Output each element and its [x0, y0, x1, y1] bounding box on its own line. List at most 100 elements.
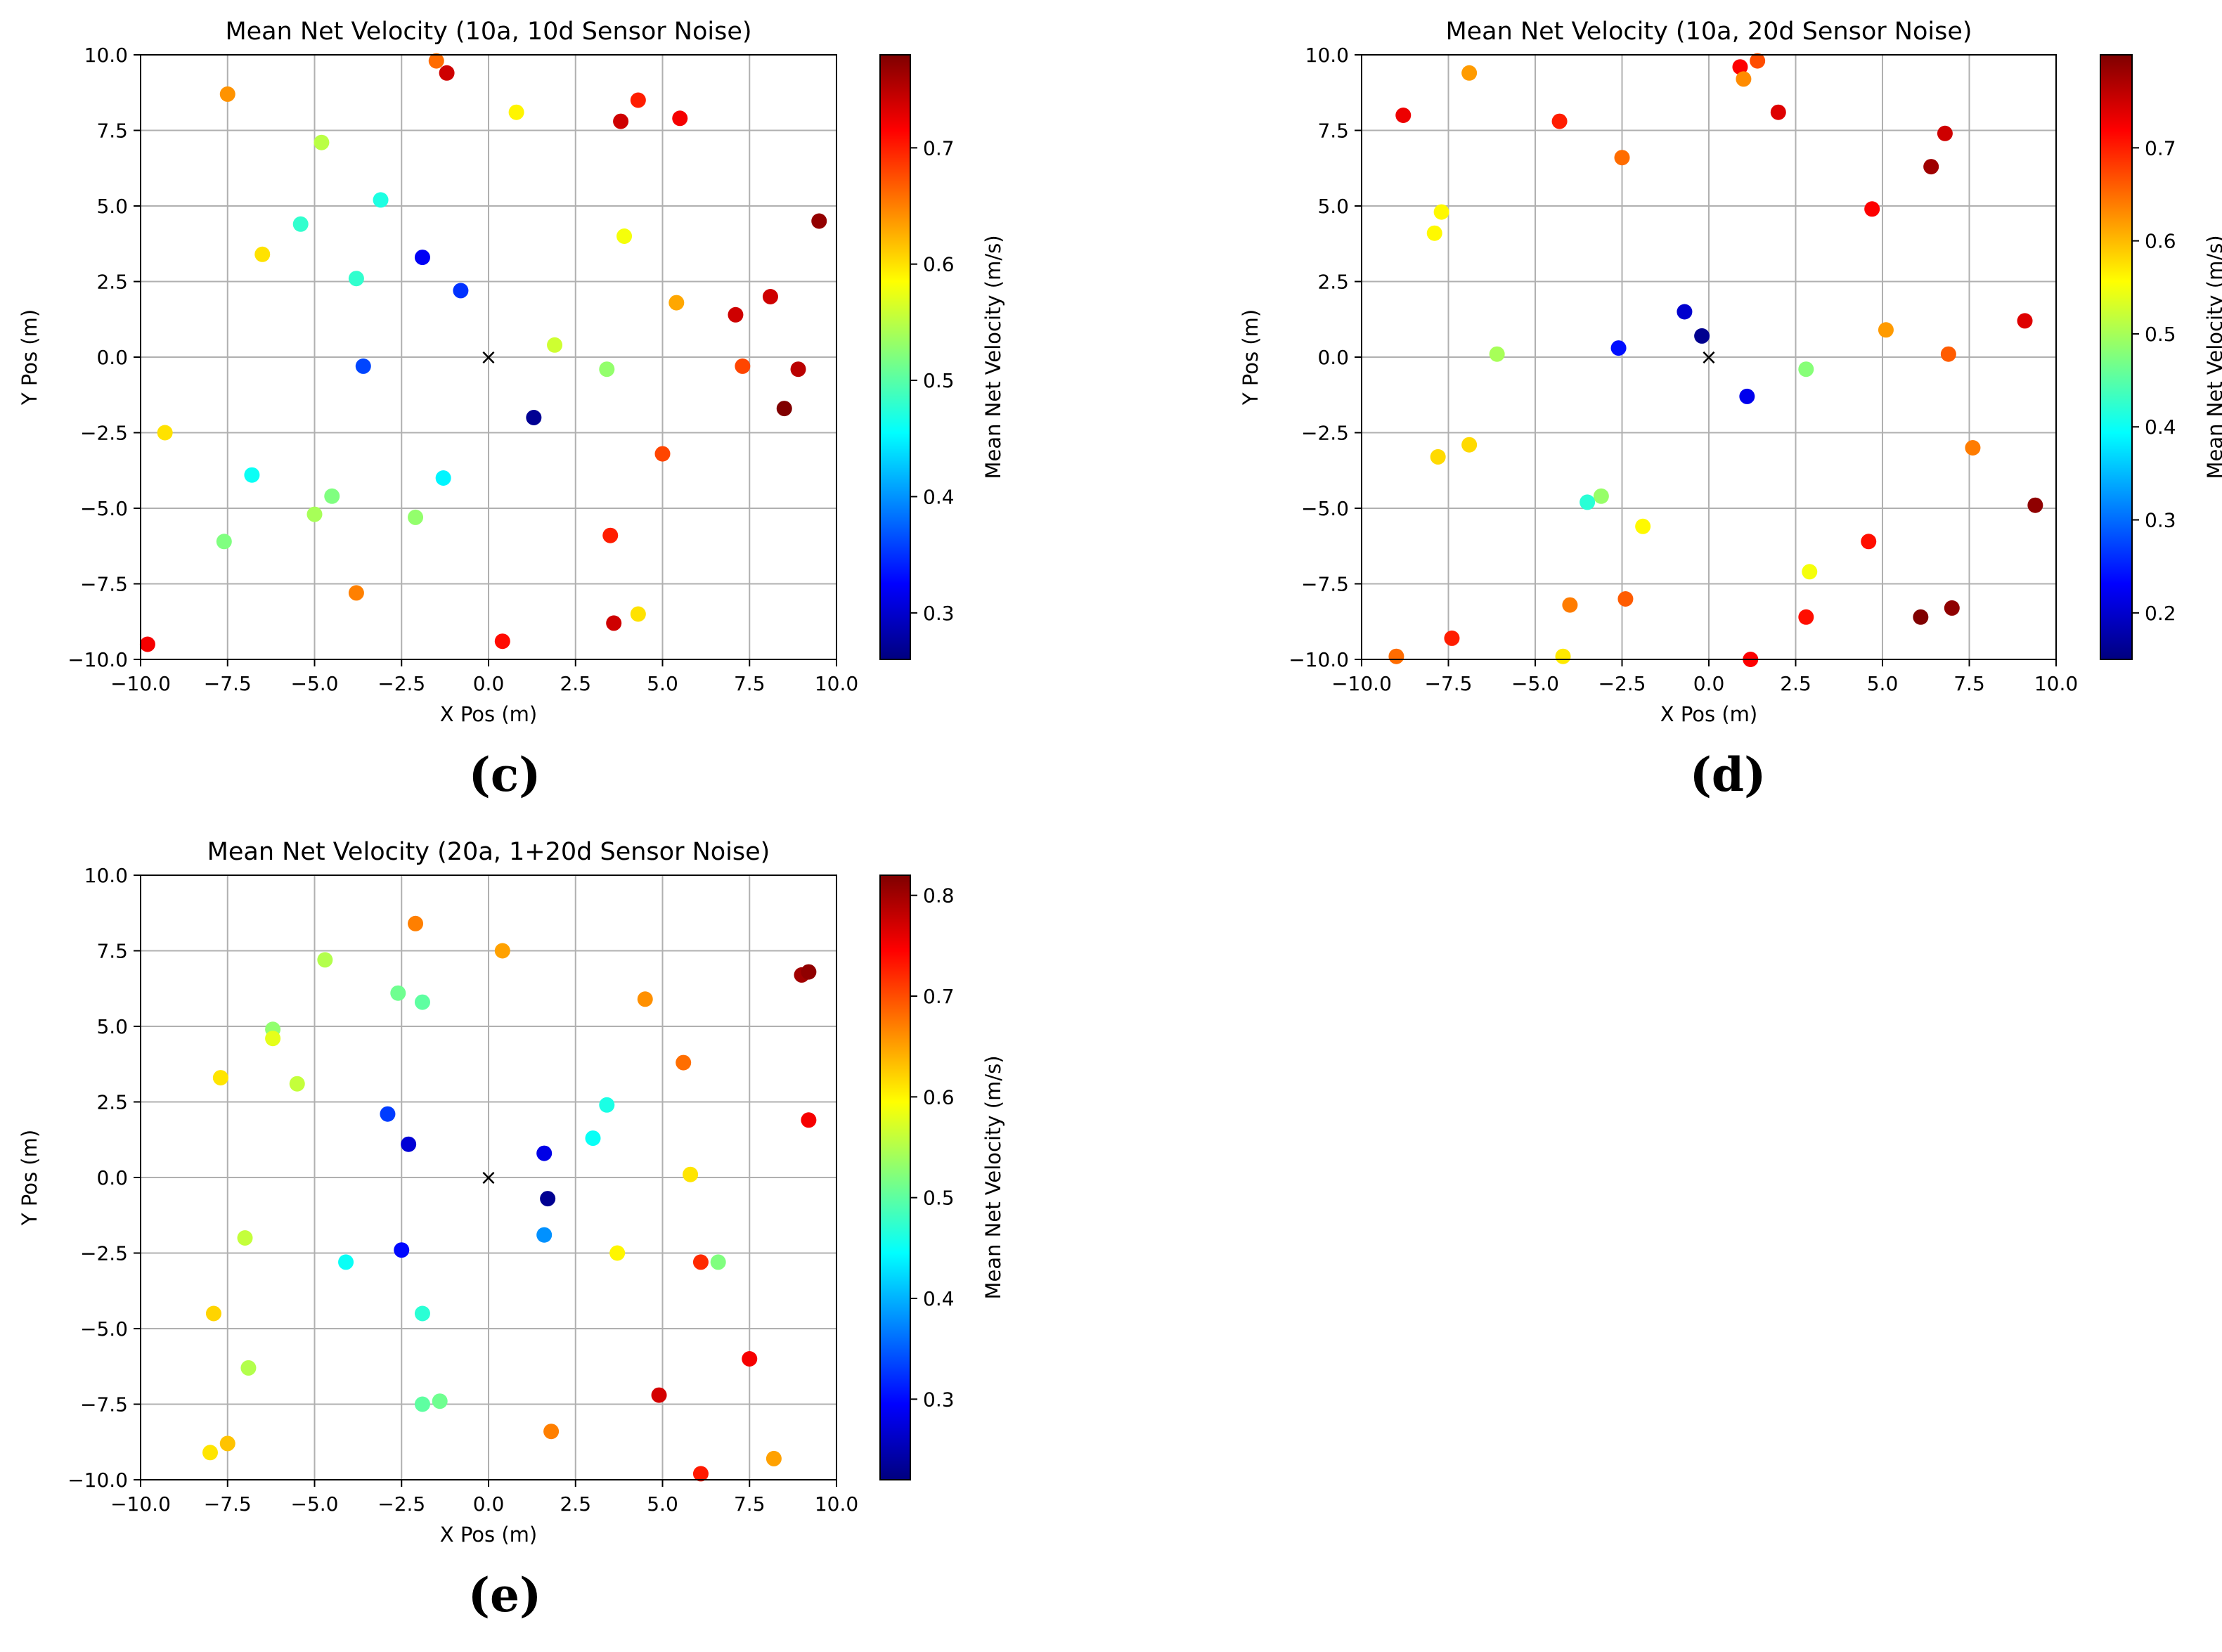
colorbar-tick-label: 0.5 [923, 1187, 955, 1210]
y-axis-label: Y Pos (m) [1239, 309, 1262, 406]
x-tick-label: −7.5 [204, 1492, 252, 1516]
data-point [616, 228, 633, 244]
chart-title: Mean Net Velocity (10a, 10d Sensor Noise… [225, 18, 751, 46]
colorbar [879, 875, 911, 1480]
data-point [348, 271, 364, 287]
data-point [1677, 304, 1693, 320]
data-point [651, 1387, 667, 1403]
colorbar-tick-label: 0.6 [923, 1085, 955, 1109]
data-point [811, 213, 827, 229]
x-tick-label: 2.5 [1780, 672, 1811, 695]
y-tick-label: 7.5 [96, 120, 128, 143]
y-axis-label: Y Pos (m) [18, 1130, 41, 1226]
x-tick-label: 10.0 [815, 672, 858, 695]
data-point [710, 1254, 726, 1270]
data-point [776, 401, 792, 417]
y-tick-label: −10.0 [1288, 648, 1349, 671]
data-point [414, 1396, 430, 1412]
y-tick-label: −2.5 [1301, 422, 1349, 445]
data-point [292, 216, 309, 232]
data-point [2017, 313, 2033, 329]
origin-marker: × [1700, 345, 1717, 370]
data-point [508, 104, 524, 120]
x-tick-label: 5.0 [1867, 672, 1899, 695]
data-point [212, 1070, 228, 1086]
data-point [401, 1136, 417, 1152]
x-axis-label: X Pos (m) [440, 702, 538, 726]
data-point [1694, 328, 1710, 344]
colorbar-tick-label: 0.7 [2145, 136, 2176, 160]
data-point [637, 991, 653, 1007]
x-tick-label: 0.0 [1693, 672, 1725, 695]
data-point [205, 1305, 221, 1322]
chart-title: Mean Net Velocity (20a, 1+20d Sensor Noi… [207, 838, 770, 866]
x-tick-label: 2.5 [560, 1492, 591, 1516]
panel-label: (e) [468, 1568, 541, 1622]
data-point [408, 509, 424, 525]
x-tick-label: 5.0 [647, 1492, 678, 1516]
y-tick-label: 10.0 [1305, 44, 1349, 67]
data-point [1614, 150, 1630, 166]
data-point [1923, 159, 1939, 175]
data-point [1798, 361, 1814, 377]
data-point [432, 1393, 448, 1409]
y-tick-label: −10.0 [67, 648, 128, 671]
data-point [428, 53, 444, 69]
y-tick-label: −7.5 [80, 1393, 128, 1417]
data-point [540, 1191, 556, 1207]
colorbar-tick-label: 0.5 [923, 369, 955, 392]
x-tick-label: −10.0 [1331, 672, 1392, 695]
data-point [599, 1097, 615, 1113]
y-tick-label: 10.0 [84, 44, 128, 67]
y-axis-label: Y Pos (m) [18, 309, 41, 406]
data-point [317, 952, 333, 968]
data-point [157, 425, 173, 441]
colorbar-tick-label: 0.3 [2145, 509, 2176, 532]
data-point [216, 534, 232, 550]
data-point [202, 1445, 218, 1461]
colorbar-tick-label: 0.5 [2145, 323, 2176, 346]
data-point [1430, 449, 1446, 465]
data-point [1750, 53, 1766, 69]
data-point [683, 1166, 699, 1182]
data-point [536, 1227, 553, 1243]
data-point [692, 1466, 709, 1482]
data-point [1940, 346, 1956, 362]
data-point [219, 86, 235, 102]
x-tick-label: 0.0 [473, 1492, 505, 1516]
colorbar-label: Mean Net Velocity (m/s) [981, 235, 1005, 479]
y-tick-label: 10.0 [84, 864, 128, 887]
x-tick-label: −10.0 [110, 672, 171, 695]
data-point [1555, 648, 1571, 664]
y-tick-label: −10.0 [67, 1469, 128, 1492]
data-point [494, 633, 510, 650]
data-point [139, 636, 155, 652]
data-point [289, 1076, 305, 1092]
x-axis-label: X Pos (m) [440, 1523, 538, 1547]
y-tick-label: −7.5 [80, 573, 128, 596]
data-point [543, 1424, 560, 1440]
x-tick-label: 2.5 [560, 672, 591, 695]
y-tick-label: −2.5 [80, 1242, 128, 1265]
data-point [254, 246, 271, 262]
data-point [1551, 113, 1568, 129]
data-point [1944, 600, 1960, 616]
data-point [219, 1435, 235, 1452]
data-point [1770, 104, 1786, 120]
data-point [408, 915, 424, 931]
colorbar-tick-label: 0.3 [923, 602, 955, 625]
x-tick-label: −7.5 [204, 672, 252, 695]
data-point [355, 358, 371, 374]
data-point [435, 470, 451, 486]
colorbar-tick-label: 0.8 [923, 884, 955, 908]
colorbar-tick-label: 0.3 [923, 1388, 955, 1411]
data-point [265, 1031, 281, 1047]
data-point [547, 337, 563, 353]
data-point [1426, 225, 1442, 241]
data-point [1732, 59, 1748, 75]
data-point [380, 1106, 396, 1122]
data-point [606, 615, 622, 631]
y-tick-label: 2.5 [1317, 271, 1349, 294]
data-point [1861, 534, 1877, 550]
